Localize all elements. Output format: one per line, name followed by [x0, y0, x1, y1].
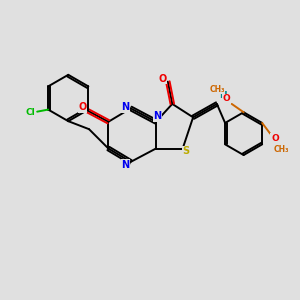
Text: N: N — [153, 111, 161, 122]
Text: CH₃: CH₃ — [209, 85, 225, 94]
Text: O: O — [78, 102, 87, 112]
Text: N: N — [121, 160, 129, 170]
Text: S: S — [183, 146, 190, 157]
Text: Cl: Cl — [26, 108, 35, 117]
Text: O: O — [271, 134, 279, 143]
Text: H: H — [220, 91, 227, 100]
Text: O: O — [223, 94, 231, 103]
Text: N: N — [121, 102, 129, 112]
Text: O: O — [158, 74, 166, 84]
Text: CH₃: CH₃ — [273, 145, 289, 154]
